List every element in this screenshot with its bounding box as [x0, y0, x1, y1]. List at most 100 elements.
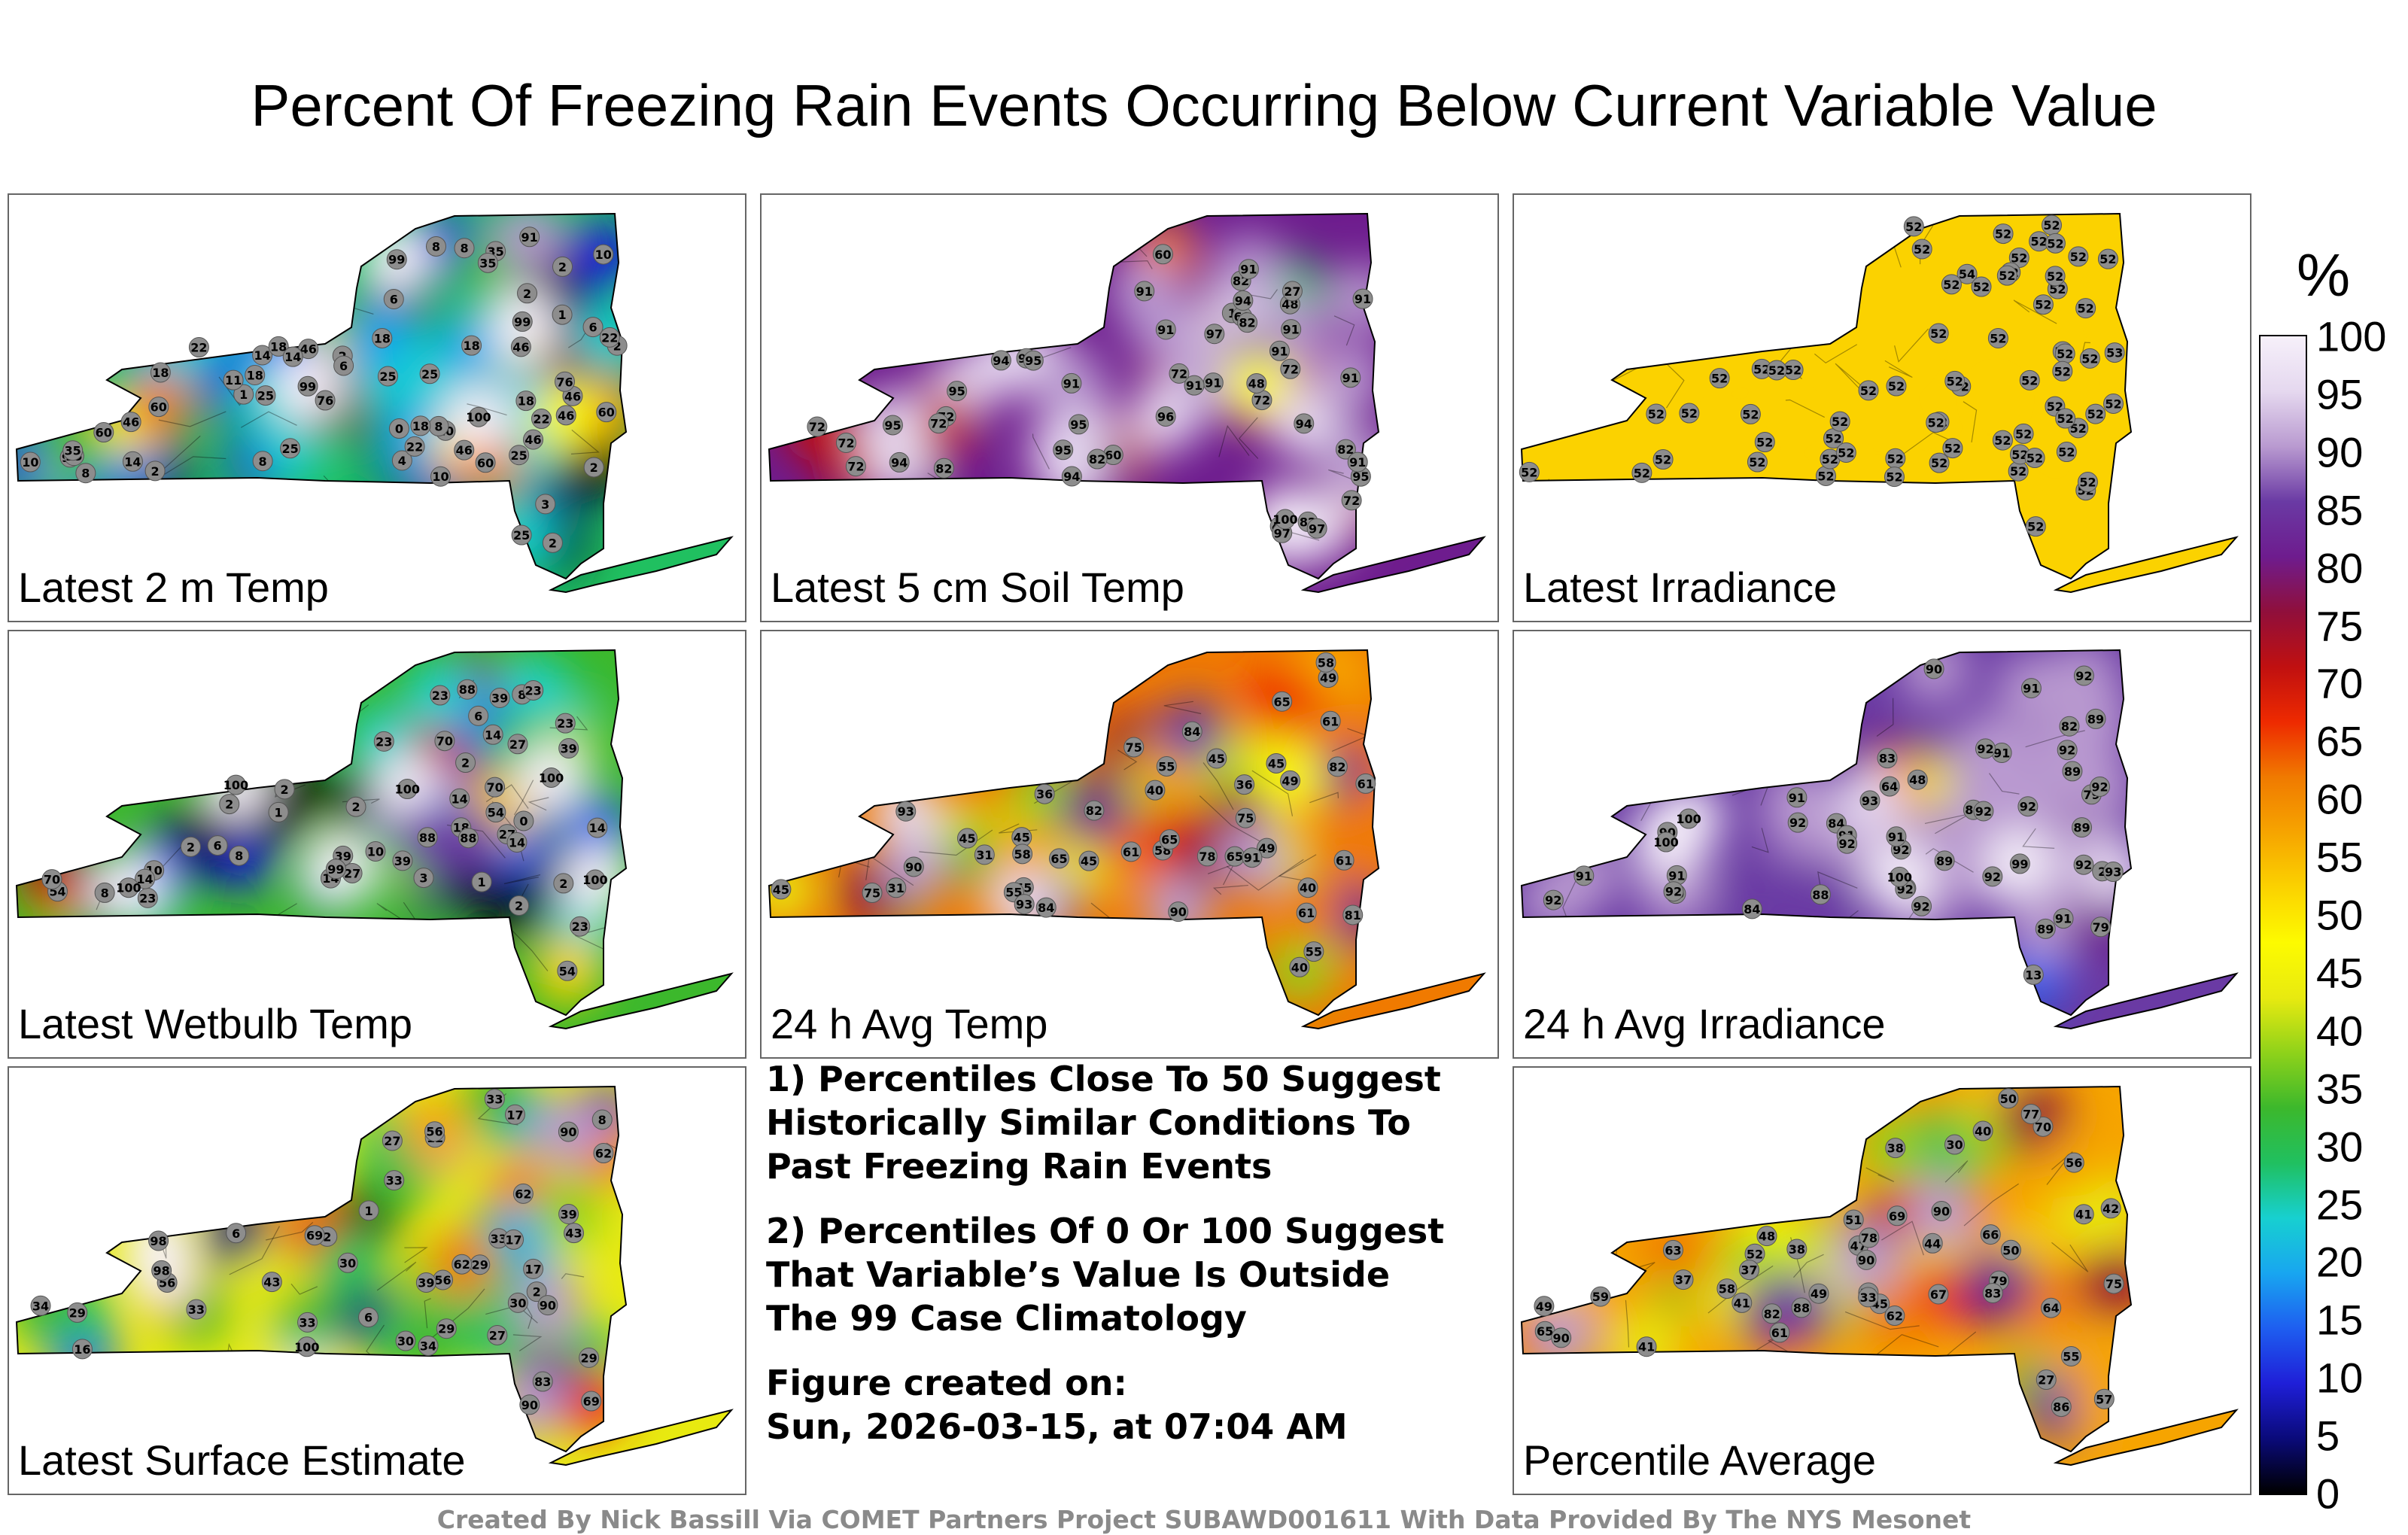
station-value: 35	[65, 444, 81, 458]
station-marker: 70	[41, 869, 62, 890]
station-dot	[1035, 897, 1057, 918]
station-dot	[515, 391, 537, 412]
station-dot	[1975, 738, 1996, 759]
station-value: 60	[1154, 248, 1171, 262]
station-marker: 40	[1145, 780, 1166, 801]
colorbar-tick-label: 10	[2316, 1354, 2364, 1402]
station-marker: 99	[386, 249, 407, 270]
station-value: 54	[1959, 267, 1975, 281]
station-value: 93	[2105, 865, 2121, 880]
station-dot	[928, 413, 949, 434]
station-dot	[415, 1272, 436, 1293]
station-dot	[337, 1252, 358, 1273]
station-value: 82	[1764, 1307, 1780, 1321]
station-dot	[1155, 406, 1176, 427]
station-marker: 59	[1590, 1286, 1611, 1307]
station-dot	[404, 436, 425, 457]
station-value: 14	[509, 835, 525, 850]
station-dot	[1980, 1224, 2001, 1245]
station-marker: 91	[1202, 372, 1224, 394]
station-value: 92	[1984, 870, 2001, 884]
station-value: 93	[898, 804, 914, 819]
station-marker: 100	[1272, 509, 1298, 530]
station-dot	[425, 236, 446, 257]
station-dot	[430, 466, 451, 487]
station-dot	[1169, 363, 1190, 384]
station-dot	[1993, 223, 2014, 245]
station-value: 34	[32, 1299, 49, 1313]
station-marker: 36	[1034, 783, 1055, 804]
station-value: 83	[1879, 752, 1896, 766]
station-marker: 1	[233, 384, 254, 405]
map-latest-5cm-soil-temp: 7272724860826095728291724882917227919482…	[768, 212, 1486, 594]
station-value: 2	[323, 1230, 331, 1244]
station-marker: 91	[1991, 743, 2012, 764]
station-dot	[1234, 774, 1255, 795]
station-dot	[377, 366, 398, 387]
station-dot	[1877, 748, 1898, 769]
station-marker: 82	[1087, 448, 1108, 470]
station-marker: 52	[2054, 343, 2075, 364]
station-dot	[1134, 281, 1155, 302]
station-value: 90	[560, 1125, 576, 1139]
station-marker: 8	[454, 238, 475, 259]
station-dot	[397, 779, 418, 800]
colorbar	[2259, 335, 2307, 1495]
station-marker: 16	[71, 1339, 93, 1360]
station-value: 72	[1254, 394, 1270, 408]
station-value: 91	[1283, 323, 1300, 337]
station-value: 8	[434, 419, 442, 433]
station-dot	[1972, 1120, 1993, 1141]
station-marker: 97	[1306, 518, 1327, 539]
station-dot	[1534, 1296, 1555, 1317]
station-value: 2	[151, 464, 160, 479]
station-value: 52	[2054, 364, 2071, 378]
station-value: 43	[263, 1275, 280, 1290]
station-value: 58	[1318, 655, 1334, 670]
station-marker: 91	[1340, 367, 1361, 388]
station-value: 14	[254, 348, 270, 363]
station-value: 18	[270, 339, 287, 354]
station-value: 82	[1337, 442, 1354, 457]
station-dot	[512, 1183, 534, 1204]
station-dot	[1347, 451, 1368, 473]
notes-block: 1) Percentiles Close To 50 Suggest Histo…	[766, 1057, 1473, 1448]
station-dot	[1926, 412, 1947, 433]
station-dot	[1061, 372, 1082, 394]
station-dot	[2090, 776, 2111, 797]
station-marker: 82	[1084, 800, 1105, 821]
station-marker: 70	[485, 777, 506, 798]
station-value: 52	[1888, 379, 1905, 394]
station-dot	[2075, 298, 2096, 319]
station-value: 40	[1300, 881, 1316, 895]
station-marker: 52	[1829, 411, 1850, 432]
station-marker: 62	[512, 1183, 534, 1204]
station-value: 3	[541, 497, 549, 512]
station-dot	[552, 304, 573, 325]
station-marker: 78	[1859, 1227, 1880, 1248]
station-value: 52	[1634, 466, 1650, 480]
station-marker: 55	[1303, 941, 1324, 962]
station-value: 96	[1157, 409, 1174, 424]
station-marker: 83	[532, 1371, 553, 1392]
station-marker: 35	[62, 440, 84, 461]
state-outline	[768, 649, 1486, 1030]
station-value: 91	[1244, 851, 1260, 865]
station-value: 52	[1838, 446, 1854, 460]
station-dot	[2093, 1388, 2115, 1409]
station-dot	[457, 679, 478, 700]
station-value: 77	[2023, 1107, 2039, 1121]
station-dot	[475, 452, 496, 473]
station-value: 88	[459, 682, 476, 697]
station-marker: 76	[315, 390, 336, 411]
station-value: 100	[539, 771, 564, 785]
panel-latest-irradiance: 52 52 53 54 52 52 52 52 52 52 52 52 52 52 52 52 52 52 52 52…	[1513, 193, 2251, 622]
station-marker: 52	[1751, 358, 1772, 379]
station-dot	[1741, 898, 1762, 919]
station-dot	[468, 406, 489, 427]
station-dot	[436, 1318, 457, 1339]
station-value: 88	[460, 831, 476, 846]
station-marker: 100	[466, 406, 491, 427]
station-marker: 49	[1534, 1296, 1555, 1317]
station-value: 49	[1536, 1299, 1552, 1314]
